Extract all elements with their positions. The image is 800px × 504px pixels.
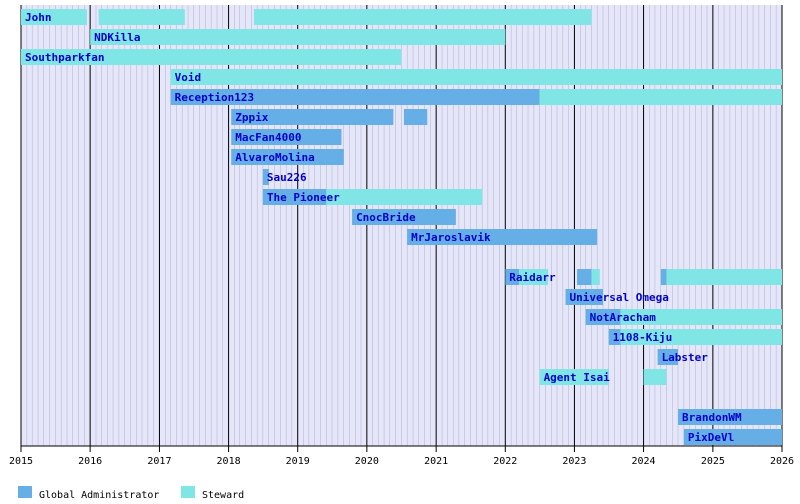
- bar-agent-isai-steward-1: [643, 369, 667, 385]
- x-tick-label-2022: 2022: [493, 456, 517, 467]
- bar-mrjaroslavik-global-admin-0: [407, 229, 598, 245]
- bar-labster-global-admin-0: [657, 349, 679, 365]
- user-label-1108-kiju: 1108-Kiju: [613, 331, 673, 344]
- x-tick-label-2026: 2026: [770, 456, 794, 467]
- user-label-zppix: Zppix: [235, 111, 268, 124]
- user-label-john: John: [25, 11, 52, 24]
- user-label-sau226: Sau226: [267, 171, 307, 184]
- x-tick-label-2020: 2020: [355, 456, 379, 467]
- bar-1108-kiju-steward-1: [620, 329, 782, 345]
- bar-reception123-steward-1: [539, 89, 782, 105]
- user-label-universal-omega: Universal Omega: [570, 291, 669, 304]
- user-label-the-pioneer: The Pioneer: [267, 191, 340, 204]
- user-label-mrjaroslavik: MrJaroslavik: [411, 231, 491, 244]
- x-tick-label-2021: 2021: [424, 456, 448, 467]
- user-label-macfan4000: MacFan4000: [235, 131, 301, 144]
- bar-macfan4000-global-admin-0: [231, 129, 342, 145]
- bar-notaracham-steward-1: [620, 309, 782, 325]
- user-label-notaracham: NotAracham: [590, 311, 657, 324]
- user-label-alvaromolina: AlvaroMolina: [235, 151, 314, 164]
- user-label-agent-isai: Agent Isai: [544, 371, 611, 384]
- legend-swatch-steward: [181, 486, 195, 498]
- x-tick-label-2024: 2024: [632, 456, 656, 467]
- user-label-southparkfan: Southparkfan: [25, 51, 104, 64]
- bar-raidarr-steward-1: [519, 269, 549, 285]
- x-tick-label-2018: 2018: [217, 456, 241, 467]
- bar-raidarr-global-admin-0: [505, 269, 520, 285]
- bar-john-steward-1: [98, 9, 185, 25]
- bar-ndkilla-steward-0: [90, 29, 506, 45]
- bar-sau226-global-admin-0: [262, 169, 269, 185]
- legend-swatch-global-admin: [18, 486, 32, 498]
- x-tick-label-2016: 2016: [78, 456, 102, 467]
- bar-john-steward-0: [21, 9, 87, 25]
- bar-the-pioneer-global-admin-0: [262, 189, 327, 205]
- bar-southparkfan-steward-0: [21, 49, 402, 65]
- user-label-brandonwm: BrandonWM: [682, 411, 742, 424]
- bar-cnocbride-global-admin-0: [352, 209, 456, 225]
- bar-void-steward-0: [170, 69, 782, 85]
- role-bars: [21, 9, 782, 445]
- bar-alvaromolina-global-admin-0: [231, 149, 344, 165]
- bar-reception123-global-admin-0: [170, 89, 540, 105]
- x-tick-label-2019: 2019: [286, 456, 310, 467]
- user-labels: John NDKilla Southparkfan Void Reception123 Z…: [25, 11, 742, 444]
- user-label-raidarr: Raidarr: [509, 271, 556, 284]
- bar-agent-isai-steward-0: [539, 369, 609, 385]
- user-label-ndkilla: NDKilla: [94, 31, 140, 44]
- bar-raidarr-steward-5: [666, 269, 782, 285]
- bar-zppix-global-admin-1: [403, 109, 428, 125]
- bar-raidarr-global-admin-4: [660, 269, 667, 285]
- x-tick-label-2025: 2025: [701, 456, 725, 467]
- bar-raidarr-global-admin-2: [577, 269, 592, 285]
- x-tick-label-2017: 2017: [147, 456, 171, 467]
- x-tick-label-2023: 2023: [562, 456, 586, 467]
- bar-raidarr-steward-3: [591, 269, 600, 285]
- x-axis-ticks: 2015 2016 2017 2018 2019 2020 2021 2022 2023 2024…: [9, 446, 794, 467]
- user-label-cnocbride: CnocBride: [356, 211, 416, 224]
- legend-label-global-admin: Global Administrator: [39, 490, 159, 501]
- bar-the-pioneer-steward-1: [326, 189, 483, 205]
- legend: Global Administrator Steward: [18, 486, 244, 501]
- bar-notaracham-global-admin-0: [585, 309, 621, 325]
- x-tick-label-2015: 2015: [9, 456, 33, 467]
- bar-pixdevl-global-admin-0: [683, 429, 782, 445]
- user-label-labster: Labster: [662, 351, 709, 364]
- bar-brandonwm-global-admin-0: [678, 409, 782, 425]
- user-label-reception123: Reception123: [175, 91, 254, 104]
- bar-john-steward-2: [253, 9, 592, 25]
- user-label-pixdevl: PixDeVl: [688, 431, 734, 444]
- bar-zppix-global-admin-0: [231, 109, 394, 125]
- bar-universal-omega-global-admin-0: [565, 289, 604, 305]
- user-label-void: Void: [175, 71, 202, 84]
- bar-1108-kiju-global-admin-0: [608, 329, 621, 345]
- legend-label-steward: Steward: [202, 490, 244, 501]
